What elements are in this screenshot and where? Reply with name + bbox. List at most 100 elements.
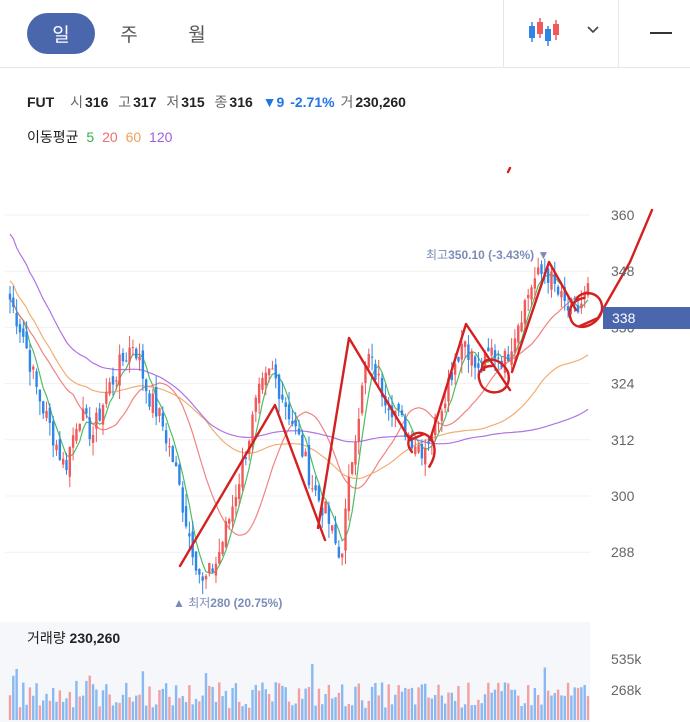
volume-tick-label: 535k: [611, 651, 642, 667]
candle-body: [141, 350, 145, 379]
volume-bar: [400, 691, 404, 720]
volume-bar: [390, 704, 394, 720]
quote-summary: FUT 시 316 고 317 저 315 종 316 ▼9 -2.71% 거 230,2…: [27, 92, 412, 112]
volume-bar: [257, 690, 261, 720]
candle-body: [181, 487, 184, 513]
change-pct: -2.71%: [290, 94, 335, 110]
candle-body: [477, 363, 480, 368]
candle-body: [510, 351, 513, 366]
candle-body: [317, 485, 321, 501]
volume-bar: [164, 683, 168, 720]
period-tabs: 일 주 월: [27, 13, 231, 54]
volume-bar: [500, 691, 503, 720]
volume-legend-value: 230,260: [69, 630, 121, 646]
candle-body: [467, 344, 470, 360]
volume-bar: [118, 702, 121, 720]
candle-body: [527, 294, 530, 299]
ma-line-20: [9, 290, 589, 536]
candle-body: [400, 410, 404, 415]
volume-tick-label: 268k: [611, 682, 642, 698]
candle-body: [58, 439, 62, 460]
candle-body: [55, 444, 58, 451]
candle-body: [447, 377, 450, 402]
volume-bar: [550, 695, 553, 720]
volume-bar: [128, 697, 131, 720]
ma-5: 5: [86, 129, 95, 145]
y-tick-label: 348: [611, 263, 635, 279]
high-label: 고: [118, 94, 132, 110]
candle-body: [138, 356, 141, 361]
volume-bar: [58, 690, 62, 720]
drawing-circle-1: [407, 431, 436, 468]
volume-bar: [28, 687, 32, 720]
volume-bar: [15, 668, 18, 720]
candle-body: [131, 347, 135, 349]
change-value: ▼9: [262, 94, 285, 110]
y-tick-label: 288: [611, 544, 635, 560]
candle-body: [473, 356, 477, 368]
volume-bar: [370, 686, 374, 720]
candle-body: [85, 408, 88, 414]
volume-bar: [394, 694, 397, 720]
volume-bar: [38, 705, 42, 720]
tab-daily[interactable]: 일: [27, 13, 95, 54]
high-annotation: 최고350.10 (-3.43%) ▼: [426, 248, 549, 262]
candle-body: [281, 394, 284, 400]
candle-body: [98, 408, 101, 421]
volume-bar: [171, 705, 174, 720]
candle-body: [354, 442, 357, 465]
y-tick-label: 312: [611, 432, 635, 448]
volume-bar: [347, 703, 351, 720]
hamburger-menu-icon[interactable]: [650, 32, 672, 34]
candle-body: [377, 373, 380, 376]
volume-bar: [188, 685, 191, 720]
tab-weekly[interactable]: 주: [120, 25, 138, 46]
candle-body: [125, 360, 128, 362]
candle-body: [8, 293, 12, 300]
volume-bar: [55, 701, 58, 720]
volume-bar: [583, 684, 586, 720]
volume-bar: [490, 692, 493, 720]
y-tick-label: 300: [611, 488, 635, 504]
candle-body: [108, 382, 111, 394]
candle-body: [204, 575, 208, 580]
volume-bar: [287, 701, 291, 720]
candle-body: [460, 343, 463, 360]
volume-bar: [480, 703, 483, 720]
ma-60: 60: [125, 129, 142, 145]
volume-bar: [184, 702, 188, 720]
volume-bar: [463, 704, 467, 720]
volume-bar: [224, 690, 228, 720]
candle-body: [261, 377, 264, 390]
drawing-zigzag-2: [316, 336, 426, 530]
tab-monthly[interactable]: 월: [188, 25, 206, 46]
volume-bar: [238, 701, 241, 720]
volume-bar: [407, 689, 410, 720]
candle-body: [331, 525, 334, 531]
volume-bar: [560, 695, 563, 720]
volume-bar: [397, 685, 400, 720]
candle-body: [453, 363, 457, 375]
volume-bar: [420, 684, 424, 720]
close-value: 316: [229, 94, 253, 110]
candle-body: [151, 393, 155, 413]
candle-body: [61, 458, 65, 465]
volume-bar: [78, 696, 81, 720]
candle-body: [520, 322, 523, 332]
candle-body: [507, 354, 510, 362]
candle-body: [171, 446, 174, 463]
candle-body: [370, 356, 374, 358]
volume-bar: [228, 707, 231, 720]
volume-bar: [360, 700, 364, 720]
volume-bar: [148, 686, 151, 720]
candle-body: [470, 351, 473, 366]
volume-legend: 거래량 230,260: [27, 628, 120, 648]
chart-type-selector[interactable]: [503, 0, 619, 68]
candle-body: [161, 413, 165, 427]
high-value: 317: [133, 94, 157, 110]
volume-bar: [510, 689, 513, 720]
volume-bar: [135, 695, 138, 720]
candle-body: [101, 405, 105, 425]
candle-body: [357, 418, 360, 442]
